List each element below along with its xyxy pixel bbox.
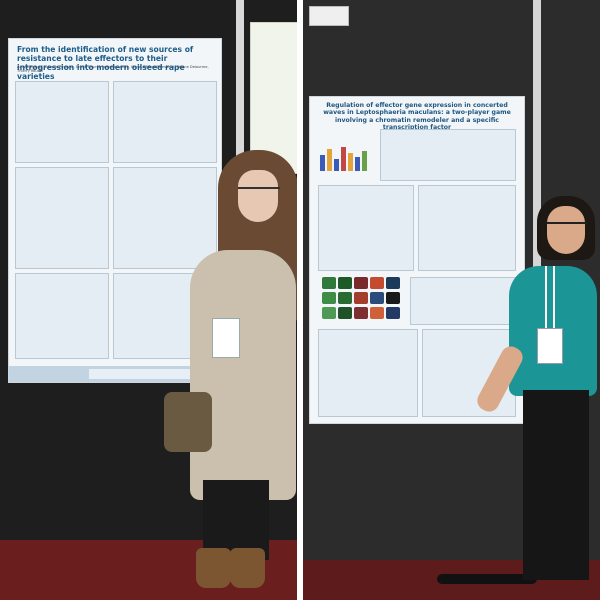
poster-section [410,277,516,325]
poster-section [113,167,217,269]
name-badge [537,328,563,364]
poster-section [418,185,516,271]
person-face [238,170,278,222]
photo-divider [297,0,303,600]
bar-chart-figure [320,145,372,171]
poster-title: From the identification of new sources o… [17,45,194,81]
floor-tube [437,574,537,584]
lanyard [545,266,547,328]
person-legs [523,390,589,580]
adjacent-poster [250,22,297,174]
glasses [238,187,280,198]
microscopy-figure [322,277,402,321]
sponsor-logos [89,369,209,379]
poster-section [15,273,109,359]
person-legs [203,480,269,560]
poster-section [15,167,109,269]
poster-section [318,185,414,271]
poster-footer [9,366,221,382]
lanyard [553,266,555,328]
scientific-poster: Regulation of effector gene expression i… [309,96,525,424]
poster-number-card [309,6,349,26]
name-badge [212,318,240,358]
boot-left [196,548,231,588]
glasses [547,222,587,232]
left-photo: From the identification of new sources o… [0,0,297,600]
poster-authors: Aurore Eignan, Camille Perlbets, Emilie … [17,65,209,74]
right-photo: Regulation of effector gene expression i… [303,0,600,600]
poster-section [15,81,109,163]
handbag [164,392,212,452]
poster-section [380,129,516,181]
poster-section [113,81,217,163]
boot-right [230,548,265,588]
poster-title: Regulation of effector gene expression i… [323,102,511,132]
person-body [190,250,296,500]
person-face [547,206,585,254]
poster-section [318,329,418,417]
